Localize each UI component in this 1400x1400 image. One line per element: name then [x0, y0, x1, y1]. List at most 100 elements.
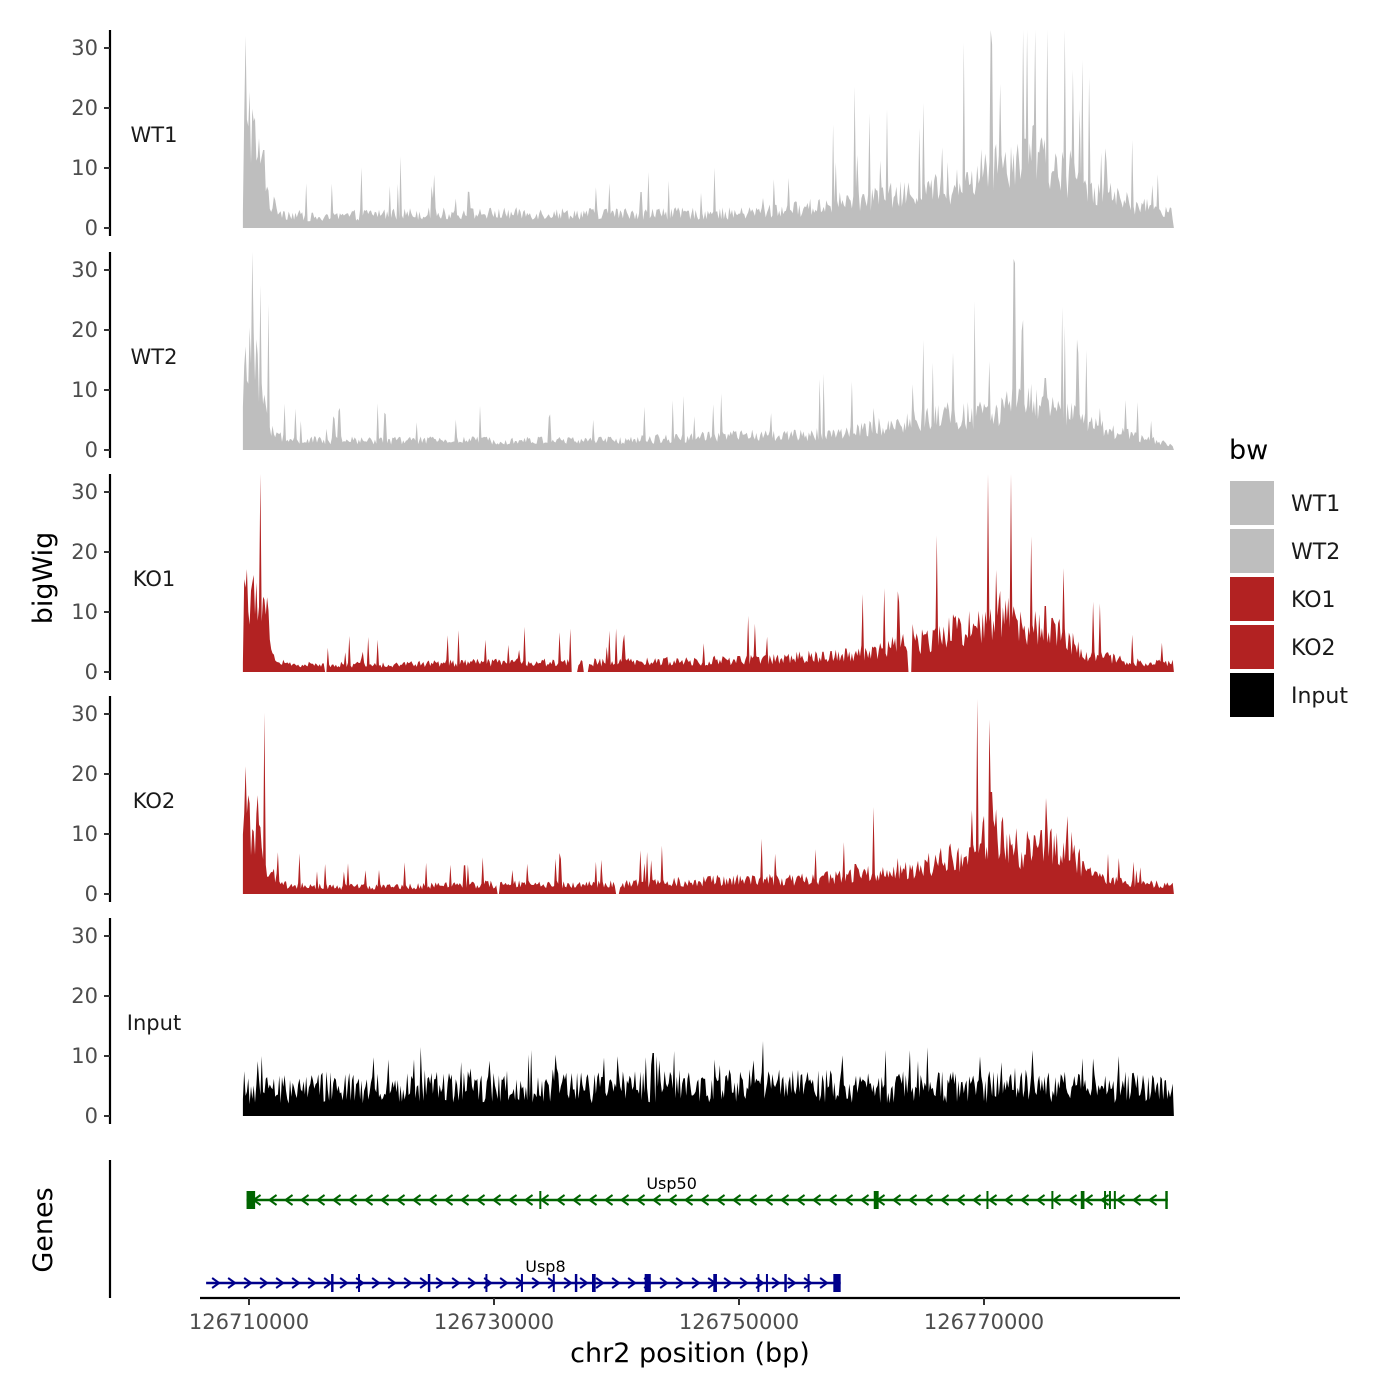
track-label: WT2 [131, 345, 178, 369]
exon [1080, 1191, 1085, 1209]
legend-label: WT1 [1291, 492, 1340, 517]
strand-chevron [891, 1194, 902, 1206]
y-tick-label: 30 [71, 480, 98, 504]
strand-chevron [579, 1277, 589, 1289]
exon [784, 1274, 787, 1292]
coverage-area-ko2 [242, 698, 1174, 894]
legend-swatch [1228, 623, 1276, 671]
strand-chevron [283, 1194, 294, 1206]
y-tick-label: 30 [71, 36, 98, 60]
gene-usp8: Usp8 [206, 1257, 841, 1292]
exon [358, 1274, 361, 1292]
x-tick-label: 126750000 [679, 1310, 799, 1334]
strand-chevron [659, 1277, 669, 1289]
strand-chevron [211, 1277, 221, 1289]
strand-chevron [803, 1277, 813, 1289]
y-tick-label: 30 [71, 924, 98, 948]
strand-chevron [667, 1194, 678, 1206]
strand-chevron [339, 1277, 349, 1289]
x-tick-label: 126710000 [189, 1310, 309, 1334]
gene-label: Usp8 [525, 1257, 565, 1276]
strand-chevron [1099, 1194, 1110, 1206]
strand-chevron [627, 1277, 637, 1289]
strand-chevron [827, 1194, 838, 1206]
legend-label: KO2 [1291, 636, 1336, 661]
strand-chevron [571, 1194, 582, 1206]
coverage-tracks: 0 10 20 30 WT1 0 10 20 30 WT2 0 10 20 30 KO1 0 10 20 30 KO2… [71, 30, 1174, 1128]
strand-chevron [699, 1194, 710, 1206]
exon [485, 1274, 488, 1292]
coverage-area-wt2 [242, 252, 1174, 450]
strand-chevron [739, 1277, 749, 1289]
strand-chevron [715, 1194, 726, 1206]
strand-chevron [371, 1277, 381, 1289]
strand-chevron [971, 1194, 982, 1206]
y-tick-label: 10 [71, 822, 98, 846]
strand-chevron [587, 1194, 598, 1206]
y-tick-label: 20 [71, 762, 98, 786]
strand-chevron [1067, 1194, 1078, 1206]
strand-chevron [331, 1194, 342, 1206]
legend-label: Input [1291, 684, 1348, 709]
strand-chevron [787, 1277, 797, 1289]
strand-chevron [507, 1194, 518, 1206]
track-panel-input: 0 10 20 30 Input [71, 918, 1174, 1128]
strand-chevron [403, 1277, 413, 1289]
strand-chevron [259, 1277, 269, 1289]
strand-chevron [275, 1277, 285, 1289]
y-tick-label: 0 [85, 438, 98, 462]
strand-chevron [619, 1194, 630, 1206]
strand-chevron [595, 1277, 605, 1289]
strand-chevron [907, 1194, 918, 1206]
track-panel-wt2: 0 10 20 30 WT2 [71, 252, 1174, 462]
strand-chevron [1003, 1194, 1014, 1206]
exon [1051, 1191, 1054, 1209]
strand-chevron [347, 1194, 358, 1206]
exon [520, 1274, 523, 1292]
strand-chevron [691, 1277, 701, 1289]
exon [246, 1191, 256, 1209]
strand-chevron [547, 1277, 557, 1289]
legend-swatch [1228, 575, 1276, 623]
exon [1113, 1191, 1116, 1209]
y-tick-label: 30 [71, 258, 98, 282]
strand-chevron [491, 1194, 502, 1206]
exon [757, 1274, 760, 1292]
strand-chevron [1051, 1194, 1062, 1206]
legend-swatch [1228, 479, 1276, 527]
strand-chevron [795, 1194, 806, 1206]
y-tick-label: 0 [85, 1104, 98, 1128]
strand-chevron [923, 1194, 934, 1206]
track-panel-wt1: 0 10 20 30 WT1 [71, 30, 1174, 240]
track-label: KO2 [133, 789, 176, 813]
exon [713, 1274, 717, 1292]
strand-chevron [955, 1194, 966, 1206]
strand-chevron [1131, 1194, 1142, 1206]
strand-chevron [779, 1194, 790, 1206]
strand-chevron [315, 1194, 326, 1206]
y-tick-label: 20 [71, 318, 98, 342]
strand-chevron [603, 1194, 614, 1206]
coverage-area-ko1 [242, 474, 1174, 672]
y-tick-label: 30 [71, 702, 98, 726]
y-tick-label: 10 [71, 156, 98, 180]
exon [592, 1274, 596, 1292]
exon [873, 1191, 879, 1209]
strand-chevron [363, 1194, 374, 1206]
y-tick-label: 20 [71, 984, 98, 1008]
track-label: Input [127, 1011, 181, 1035]
strand-chevron [763, 1194, 774, 1206]
coverage-area-input [242, 1041, 1174, 1116]
strand-chevron [987, 1194, 998, 1206]
track-panel-ko2: 0 10 20 30 KO2 [71, 696, 1174, 906]
strand-chevron [243, 1277, 253, 1289]
strand-chevron [1035, 1194, 1046, 1206]
strand-chevron [499, 1277, 509, 1289]
exon [331, 1274, 334, 1292]
exon [765, 1274, 768, 1292]
strand-chevron [451, 1277, 461, 1289]
y-tick-label: 10 [71, 1044, 98, 1068]
strand-chevron [675, 1277, 685, 1289]
strand-chevron [467, 1277, 477, 1289]
